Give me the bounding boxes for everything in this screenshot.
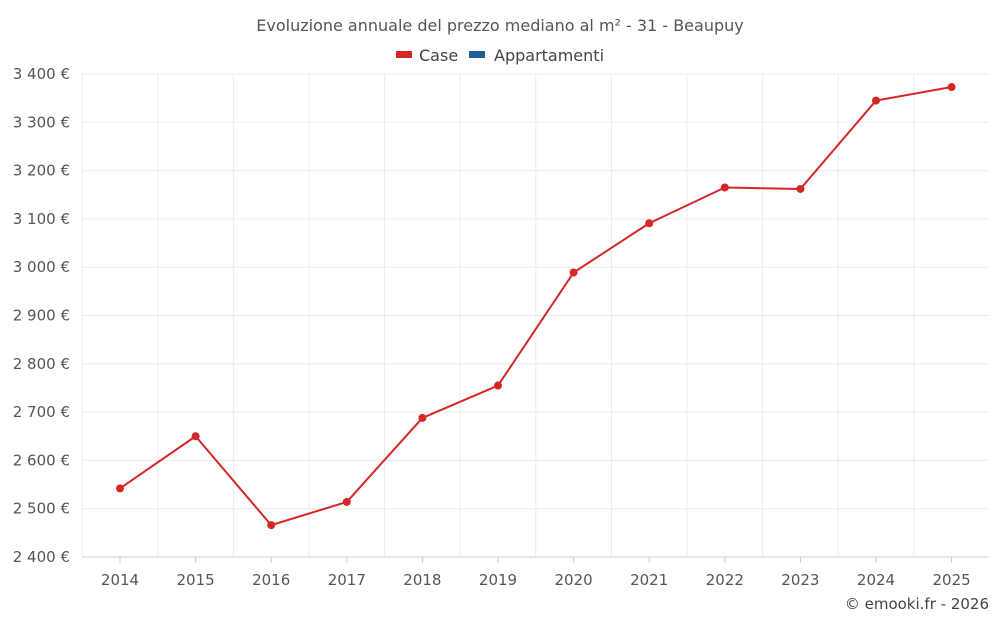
y-tick-label: 2 700 € <box>13 403 70 421</box>
y-tick-label: 3 400 € <box>13 65 70 83</box>
x-tick-label: 2016 <box>252 571 290 589</box>
x-tick-label: 2021 <box>630 571 668 589</box>
data-point[interactable] <box>947 83 956 92</box>
data-point[interactable] <box>796 184 805 193</box>
data-point[interactable] <box>720 183 729 192</box>
legend[interactable]: Case Appartamenti <box>396 46 604 65</box>
y-tick-label: 3 300 € <box>13 113 70 131</box>
x-axis-ticks: 2014 2015 2016 2017 2018 2019 2020 2021 2022 2023… <box>101 557 971 589</box>
legend-item-case[interactable]: Case <box>396 46 458 65</box>
y-axis-ticks: 2 400 € 2 500 € 2 600 € 2 700 € 2 800 € 2 900… <box>13 65 70 566</box>
data-point[interactable] <box>267 521 276 530</box>
y-tick-label: 3 200 € <box>13 162 70 180</box>
legend-label-case: Case <box>419 46 458 65</box>
x-tick-label: 2025 <box>933 571 971 589</box>
data-point[interactable] <box>494 381 502 390</box>
legend-label-appartamenti: Appartamenti <box>494 46 604 65</box>
data-point[interactable] <box>342 497 351 506</box>
x-tick-label: 2014 <box>101 571 139 589</box>
y-tick-label: 2 900 € <box>13 307 70 325</box>
x-tick-label: 2018 <box>403 571 441 589</box>
x-tick-label: 2015 <box>177 571 215 589</box>
data-point[interactable] <box>569 268 578 277</box>
data-point[interactable] <box>872 96 880 105</box>
data-point[interactable] <box>191 432 200 441</box>
chart-title: Evoluzione annuale del prezzo mediano al… <box>256 16 743 35</box>
y-tick-label: 2 600 € <box>13 451 70 469</box>
legend-swatch-case <box>396 51 412 58</box>
data-point[interactable] <box>645 219 654 228</box>
y-tick-label: 2 400 € <box>13 548 70 566</box>
series-line-0 <box>119 86 952 527</box>
x-gridlines <box>81 74 915 557</box>
y-tick-label: 3 000 € <box>13 258 70 276</box>
legend-item-appartamenti[interactable]: Appartamenti <box>469 46 604 65</box>
legend-swatch-appartamenti <box>469 51 485 58</box>
x-tick-label: 2023 <box>781 571 819 589</box>
credit-text: © emooki.fr - 2026 <box>845 595 989 613</box>
x-tick-label: 2020 <box>555 571 593 589</box>
series-layer <box>116 83 956 530</box>
y-tick-label: 2 800 € <box>13 355 70 373</box>
x-tick-label: 2019 <box>479 571 517 589</box>
y-tick-label: 3 100 € <box>13 210 70 228</box>
x-tick-label: 2017 <box>328 571 366 589</box>
data-point[interactable] <box>116 484 124 493</box>
data-point[interactable] <box>418 413 427 422</box>
x-tick-label: 2022 <box>706 571 744 589</box>
y-tick-label: 2 500 € <box>13 500 70 518</box>
x-tick-label: 2024 <box>857 571 895 589</box>
